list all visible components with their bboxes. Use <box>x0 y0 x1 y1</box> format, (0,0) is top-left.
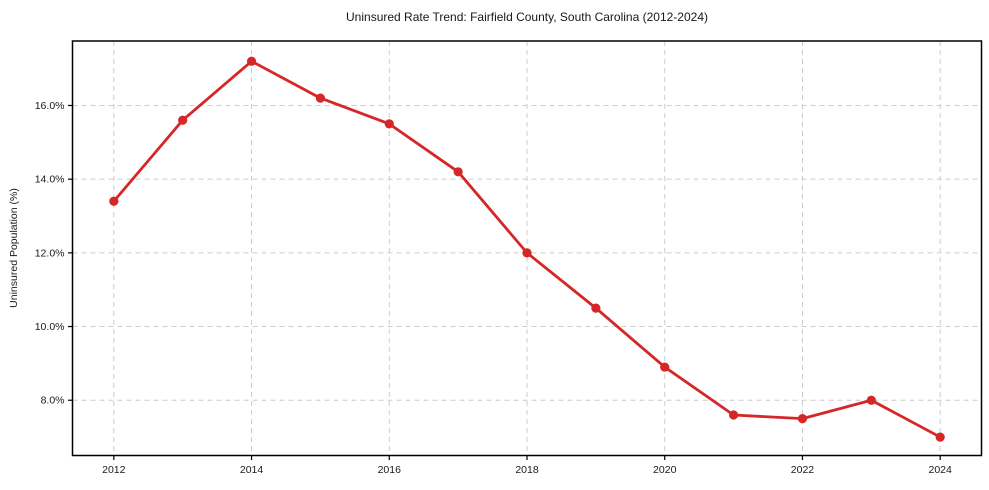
data-point-2015 <box>315 93 326 103</box>
x-tick-label: 2022 <box>791 464 815 476</box>
data-point-2022 <box>797 414 808 424</box>
data-point-2014 <box>246 56 257 66</box>
x-tick-label: 2018 <box>515 464 539 476</box>
data-point-2012 <box>109 196 119 206</box>
y-tick-label: 14.0% <box>35 174 65 186</box>
data-point-2018 <box>522 248 532 258</box>
y-tick-label: 8.0% <box>41 395 65 407</box>
data-point-2013 <box>178 115 188 125</box>
x-tick-label: 2024 <box>929 464 953 476</box>
y-tick-label: 16.0% <box>35 100 65 112</box>
y-tick-label: 10.0% <box>35 321 65 333</box>
x-tick-label: 2012 <box>102 464 126 476</box>
y-tick-label: 12.0% <box>35 247 65 259</box>
x-tick-label: 2016 <box>378 464 402 476</box>
x-tick-label: 2014 <box>240 464 264 476</box>
data-point-2017 <box>453 167 463 177</box>
data-point-2021 <box>728 410 739 420</box>
data-point-2019 <box>591 303 601 313</box>
chart-title: Uninsured Rate Trend: Fairfield County, … <box>346 10 708 24</box>
plot-border <box>71 40 983 457</box>
data-point-2020 <box>660 362 670 372</box>
data-point-2016 <box>384 119 394 129</box>
data-point-2024 <box>935 432 945 442</box>
y-axis-label: Uninsured Population (%) <box>8 188 20 308</box>
data-point-2023 <box>866 395 876 405</box>
x-tick-label: 2020 <box>653 464 677 476</box>
